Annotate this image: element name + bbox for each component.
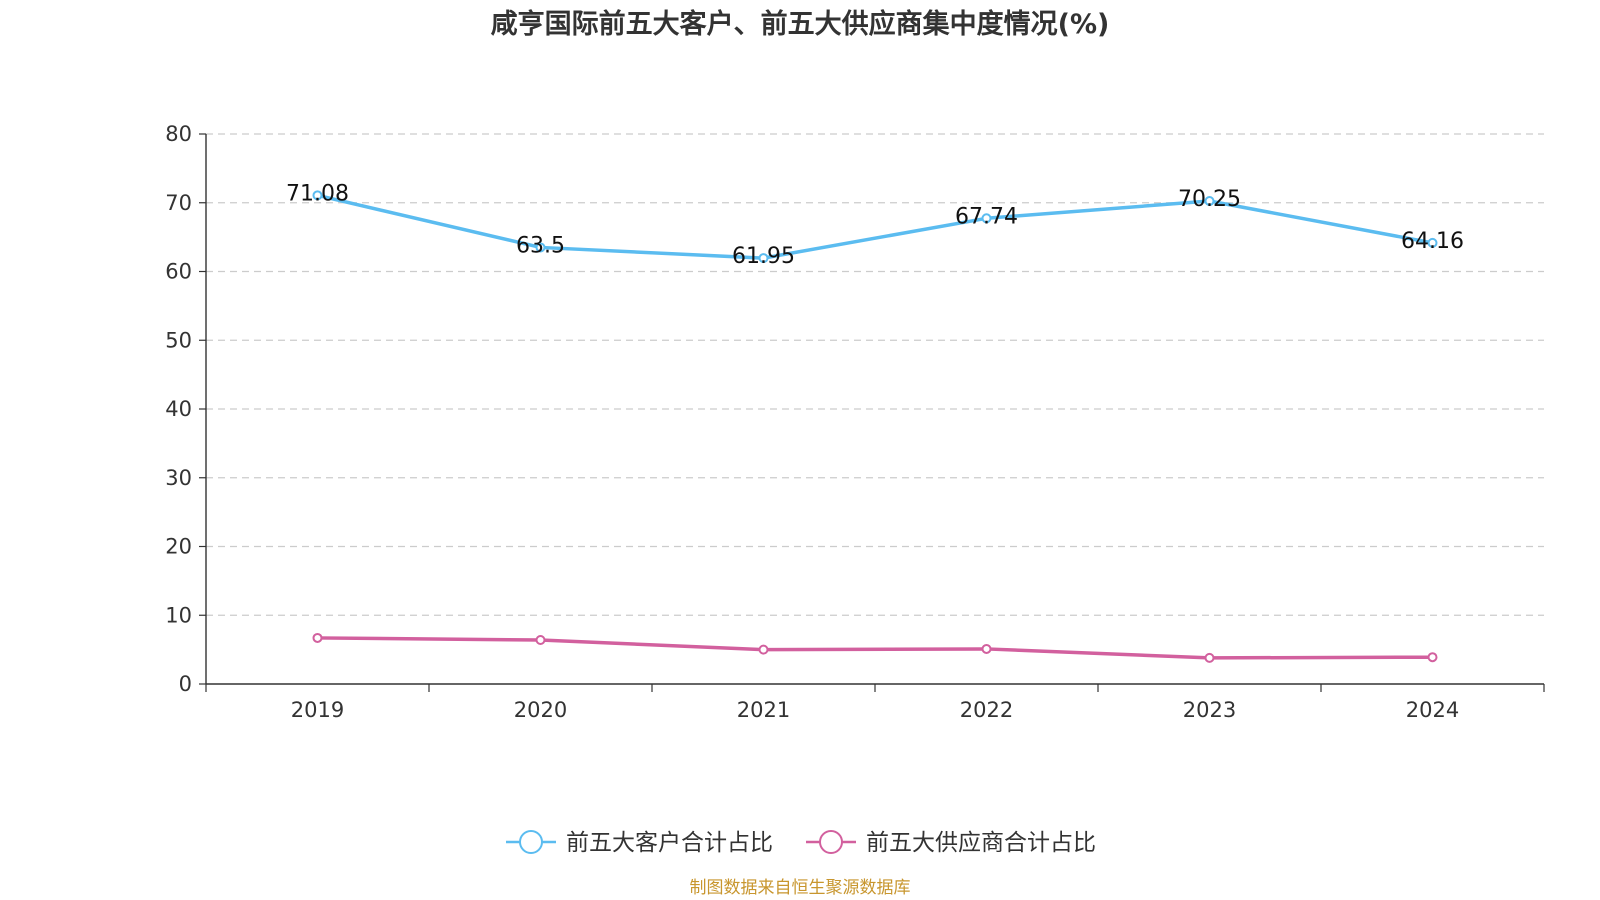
y-tick-label: 0 bbox=[179, 672, 192, 696]
data-point bbox=[758, 253, 769, 264]
y-tick-label: 80 bbox=[165, 122, 192, 146]
y-tick-label: 50 bbox=[165, 328, 192, 352]
chart-title: 咸亨国际前五大客户、前五大供应商集中度情况(%) bbox=[491, 8, 1110, 40]
axes: 0 10 20 30 40 50 60 70 80 2019 2020 2021 2022 2023 202… bbox=[165, 122, 1545, 722]
legend-item-1[interactable]: 前五大供应商合计占比 bbox=[806, 830, 1096, 856]
y-tick-label: 70 bbox=[165, 191, 192, 215]
grid-lines bbox=[206, 133, 1544, 616]
series-line-1 bbox=[317, 636, 1433, 660]
legend: 前五大客户合计占比 前五大供应商合计占比 bbox=[506, 830, 1096, 856]
y-tick-label: 30 bbox=[165, 466, 192, 490]
data-point bbox=[312, 632, 323, 643]
data-point bbox=[981, 643, 992, 654]
data-label: 70.25 bbox=[1178, 187, 1241, 212]
data-point bbox=[1427, 652, 1438, 663]
legend-item-0[interactable]: 前五大客户合计占比 bbox=[506, 830, 773, 856]
series-line-0 bbox=[317, 193, 1433, 260]
data-label: 67.74 bbox=[955, 204, 1018, 229]
x-tick-label: 2021 bbox=[737, 698, 790, 722]
data-label: 71.08 bbox=[286, 181, 349, 206]
data-point bbox=[981, 213, 992, 224]
data-label: 64.16 bbox=[1401, 229, 1464, 254]
x-tick-label: 2023 bbox=[1183, 698, 1236, 722]
data-point bbox=[1204, 196, 1215, 207]
data-point bbox=[312, 190, 323, 201]
x-tick-label: 2022 bbox=[960, 698, 1013, 722]
legend-label: 前五大供应商合计占比 bbox=[866, 830, 1096, 856]
data-point bbox=[1427, 237, 1438, 248]
legend-marker bbox=[519, 830, 543, 854]
legend-label: 前五大客户合计占比 bbox=[566, 830, 773, 856]
data-labels: 71.08 63.5 61.95 67.74 70.25 64.16 bbox=[286, 181, 1464, 269]
data-point bbox=[535, 635, 546, 645]
y-tick-label: 20 bbox=[165, 535, 192, 559]
source-note: 制图数据来自恒生聚源数据库 bbox=[690, 878, 911, 898]
legend-marker bbox=[819, 830, 843, 854]
x-tick-label: 2019 bbox=[291, 698, 344, 722]
y-tick-label: 60 bbox=[165, 260, 192, 284]
data-label: 63.5 bbox=[516, 233, 565, 258]
series-layer bbox=[312, 190, 1438, 663]
data-label: 61.95 bbox=[732, 244, 795, 269]
data-point bbox=[1204, 652, 1215, 663]
data-point bbox=[535, 242, 546, 253]
y-tick-label: 10 bbox=[165, 603, 192, 627]
x-tick-label: 2024 bbox=[1406, 698, 1459, 722]
y-tick-label: 40 bbox=[165, 397, 192, 421]
x-tick-label: 2020 bbox=[514, 698, 567, 722]
data-point bbox=[758, 644, 769, 655]
